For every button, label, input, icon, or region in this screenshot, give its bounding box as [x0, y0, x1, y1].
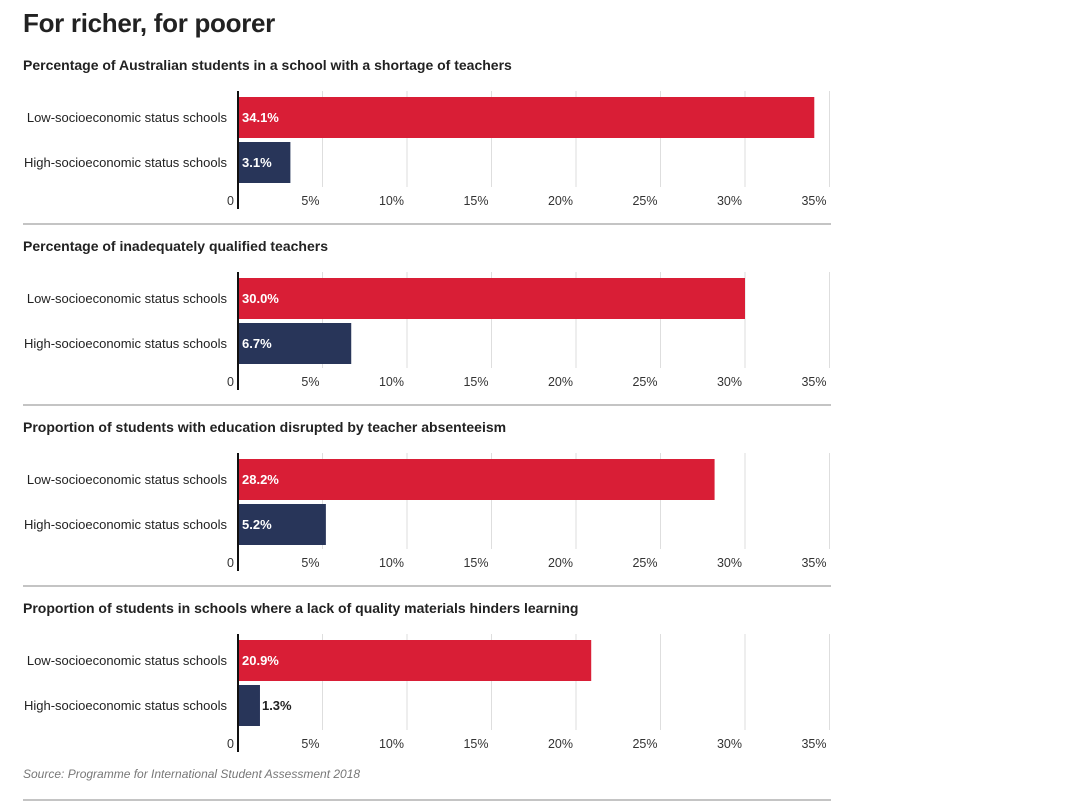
x-tick-label: 20%: [548, 194, 573, 208]
bar-chart-teacher-absenteeism: 0 5% 10% 15% 20% 25% 30% 35% Low-socioeconomic s…: [24, 453, 830, 571]
chart-title: Proportion of students in schools where …: [23, 600, 579, 616]
x-tick-label: 15%: [463, 375, 488, 389]
x-tick-label: 5%: [301, 194, 319, 208]
page-title: For richer, for poorer: [23, 8, 276, 38]
data-label: 1.3%: [262, 698, 292, 713]
section-divider: [23, 404, 831, 406]
x-tick-label: 15%: [463, 194, 488, 208]
bar-chart-quality-materials: 0 5% 10% 15% 20% 25% 30% 35% Low-socioeconomic s…: [24, 634, 830, 752]
x-tick-label: 15%: [463, 556, 488, 570]
x-tick-label: 20%: [548, 737, 573, 751]
data-label: 34.1%: [242, 110, 279, 125]
category-label: Low-socioeconomic status schools: [27, 472, 228, 487]
x-tick-label: 20%: [548, 375, 573, 389]
category-label: Low-socioeconomic status schools: [27, 110, 228, 125]
data-label: 5.2%: [242, 517, 272, 532]
chart-title: Proportion of students with education di…: [23, 419, 507, 435]
x-tick-label: 25%: [632, 556, 657, 570]
x-tick-label: 10%: [379, 194, 404, 208]
low-ses-bar: [238, 640, 592, 681]
x-tick-label: 30%: [717, 375, 742, 389]
x-tick-label: 0: [227, 737, 234, 751]
category-label: High-socioeconomic status schools: [24, 517, 228, 532]
category-label: Low-socioeconomic status schools: [27, 291, 228, 306]
data-label: 20.9%: [242, 653, 279, 668]
x-tick-label: 10%: [379, 737, 404, 751]
x-tick-label: 30%: [717, 194, 742, 208]
chart-title: Percentage of inadequately qualified tea…: [23, 238, 328, 254]
data-label: 6.7%: [242, 336, 272, 351]
category-label: High-socioeconomic status schools: [24, 698, 228, 713]
x-tick-label: 5%: [301, 737, 319, 751]
data-label: 3.1%: [242, 155, 272, 170]
x-tick-label: 30%: [717, 737, 742, 751]
chart-panel-unqualified-teachers: Percentage of inadequately qualified tea…: [0, 238, 1080, 419]
bar-chart-unqualified-teachers: 0 5% 10% 15% 20% 25% 30% 35% Low-socioeconomic s…: [24, 272, 830, 390]
data-label: 30.0%: [242, 291, 279, 306]
category-label: Low-socioeconomic status schools: [27, 653, 228, 668]
x-tick-label: 0: [227, 556, 234, 570]
x-tick-label: 10%: [379, 375, 404, 389]
x-tick-label: 30%: [717, 556, 742, 570]
x-tick-label: 35%: [801, 556, 826, 570]
high-ses-bar: [238, 504, 326, 545]
section-divider: [23, 799, 831, 801]
category-label: High-socioeconomic status schools: [24, 336, 228, 351]
x-tick-label: 35%: [801, 737, 826, 751]
x-tick-label: 20%: [548, 556, 573, 570]
x-tick-label: 25%: [632, 737, 657, 751]
x-tick-label: 25%: [632, 194, 657, 208]
x-tick-label: 35%: [801, 375, 826, 389]
high-ses-bar: [238, 142, 291, 183]
x-tick-label: 0: [227, 375, 234, 389]
x-tick-label: 5%: [301, 556, 319, 570]
low-ses-bar: [238, 97, 815, 138]
x-tick-label: 25%: [632, 375, 657, 389]
chart-panel-teacher-shortage: Percentage of Australian students in a s…: [0, 57, 1080, 238]
section-divider: [23, 585, 831, 587]
chart-panel-teacher-absenteeism: Proportion of students with education di…: [0, 419, 1080, 600]
chart-panel-quality-materials: Proportion of students in schools where …: [0, 600, 1080, 781]
x-tick-label: 0: [227, 194, 234, 208]
bar-chart-teacher-shortage: 0 5% 10% 15% 20% 25% 30% 35% Low-socioeconomic s…: [24, 91, 830, 209]
high-ses-bar: [238, 323, 352, 364]
high-ses-bar: [238, 685, 260, 726]
x-tick-label: 15%: [463, 737, 488, 751]
chart-title: Percentage of Australian students in a s…: [23, 57, 512, 73]
section-divider: [23, 223, 831, 225]
x-tick-label: 10%: [379, 556, 404, 570]
x-tick-label: 5%: [301, 375, 319, 389]
x-tick-label: 35%: [801, 194, 826, 208]
category-label: High-socioeconomic status schools: [24, 155, 228, 170]
source-note: Source: Programme for International Stud…: [23, 767, 361, 781]
low-ses-bar: [238, 278, 745, 319]
data-label: 28.2%: [242, 472, 279, 487]
low-ses-bar: [238, 459, 715, 500]
